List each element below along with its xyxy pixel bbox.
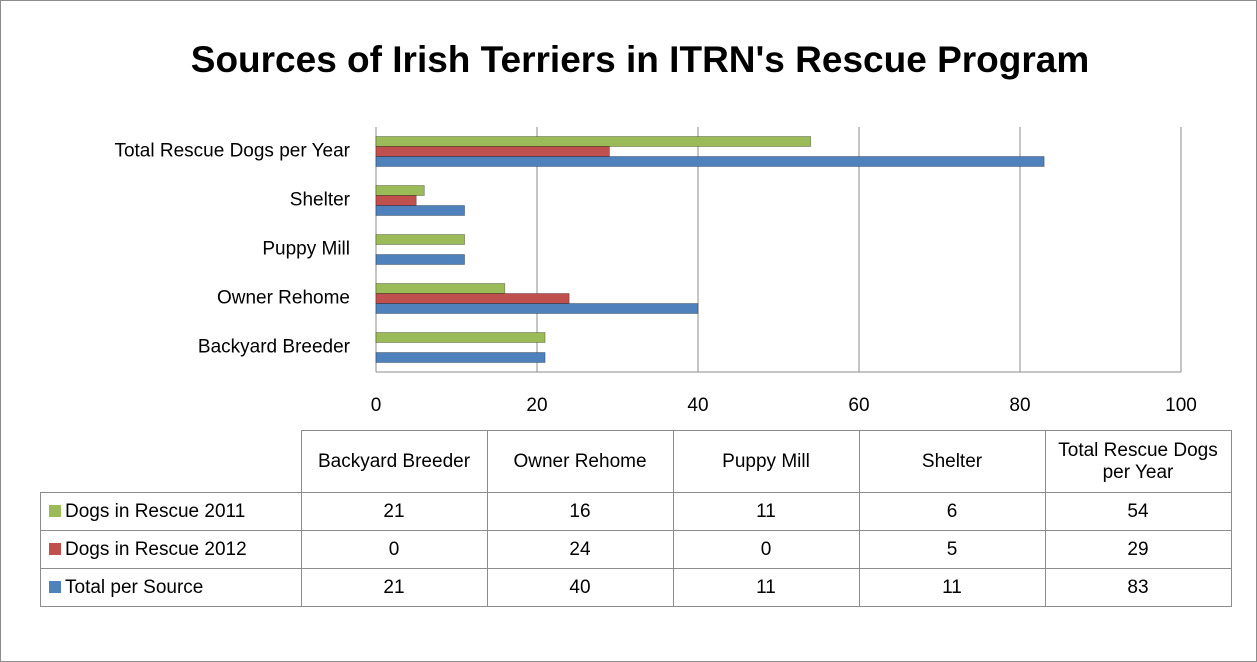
table-column-header: Shelter xyxy=(858,430,1046,493)
y-tick-label: Total Rescue Dogs per Year xyxy=(114,141,350,162)
table-row-header: Total per Source xyxy=(40,568,302,607)
table-cell: 11 xyxy=(858,568,1046,607)
table-column-header: Backyard Breeder xyxy=(300,430,488,493)
table-column-header: Total Rescue Dogs per Year xyxy=(1044,430,1232,493)
table-cell: 29 xyxy=(1044,530,1232,569)
table-cell: 0 xyxy=(672,530,860,569)
y-tick-label: Backyard Breeder xyxy=(198,337,351,358)
table-cell: 54 xyxy=(1044,492,1232,531)
data-table: Backyard Breeder Owner Rehome Puppy Mill Sh… xyxy=(40,430,1232,607)
x-tick-label: 0 xyxy=(371,395,382,416)
x-tick-label: 60 xyxy=(848,395,869,416)
table-row: Dogs in Rescue 2011 21 16 11 6 54 xyxy=(40,492,1232,531)
legend-key xyxy=(49,543,61,556)
legend-label: Dogs in Rescue 2011 xyxy=(65,500,246,522)
y-tick-label: Puppy Mill xyxy=(262,239,350,260)
bar xyxy=(375,254,465,265)
table-cell: 21 xyxy=(300,492,488,531)
bar xyxy=(375,146,610,157)
table-cell: 40 xyxy=(486,568,674,607)
bar xyxy=(375,156,1045,167)
y-tick-label: Owner Rehome xyxy=(217,288,350,309)
table-corner xyxy=(41,431,302,493)
bar xyxy=(375,185,425,196)
bar xyxy=(375,332,546,343)
table-row: Total per Source 21 40 11 11 83 xyxy=(40,568,1232,607)
table-column-header: Owner Rehome xyxy=(486,430,674,493)
table-row-header: Dogs in Rescue 2011 xyxy=(40,492,302,531)
legend-label: Dogs in Rescue 2012 xyxy=(65,538,247,560)
bar xyxy=(375,293,570,304)
legend-label: Total per Source xyxy=(65,576,204,598)
bar xyxy=(375,234,465,245)
x-tick-label: 80 xyxy=(1009,395,1030,416)
x-tick-label: 20 xyxy=(526,395,547,416)
bar xyxy=(375,205,465,216)
bar xyxy=(375,352,546,363)
table-cell: 21 xyxy=(300,568,488,607)
table-cell: 5 xyxy=(858,530,1046,569)
x-tick-label: 100 xyxy=(1165,395,1197,416)
bar xyxy=(375,303,699,314)
table-row-header: Dogs in Rescue 2012 xyxy=(40,530,302,569)
x-tick-label: 40 xyxy=(687,395,708,416)
legend-key xyxy=(49,581,61,594)
table-cell: 6 xyxy=(858,492,1046,531)
table-header-row: Backyard Breeder Owner Rehome Puppy Mill Sh… xyxy=(41,430,1232,493)
table-cell: 0 xyxy=(300,530,488,569)
table-row: Dogs in Rescue 2012 0 24 0 5 29 xyxy=(40,530,1232,569)
table-cell: 83 xyxy=(1044,568,1232,607)
bar xyxy=(375,195,417,206)
y-tick-label: Shelter xyxy=(290,190,351,211)
legend-key xyxy=(49,505,61,518)
table-cell: 16 xyxy=(486,492,674,531)
bar xyxy=(375,136,812,147)
table-cell: 11 xyxy=(672,568,860,607)
table-cell: 11 xyxy=(672,492,860,531)
bar xyxy=(375,283,506,294)
chart-title: Sources of Irish Terriers in ITRN's Resc… xyxy=(191,39,1089,80)
table-column-header: Puppy Mill xyxy=(672,430,860,493)
table-cell: 24 xyxy=(486,530,674,569)
